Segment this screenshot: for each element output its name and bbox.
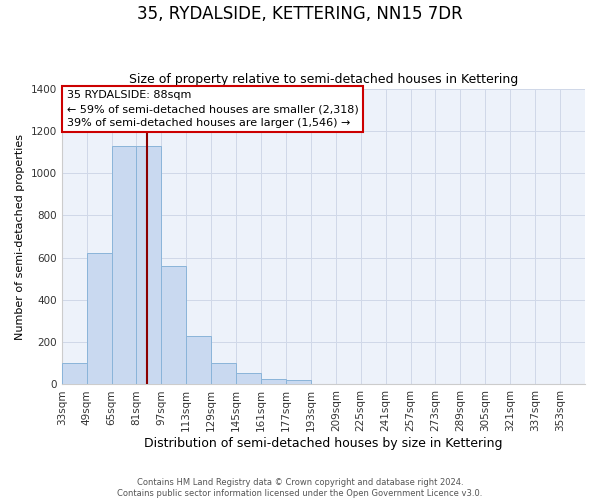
Title: Size of property relative to semi-detached houses in Kettering: Size of property relative to semi-detach… [129, 73, 518, 86]
Text: 35, RYDALSIDE, KETTERING, NN15 7DR: 35, RYDALSIDE, KETTERING, NN15 7DR [137, 5, 463, 23]
Y-axis label: Number of semi-detached properties: Number of semi-detached properties [15, 134, 25, 340]
Text: 35 RYDALSIDE: 88sqm
← 59% of semi-detached houses are smaller (2,318)
39% of sem: 35 RYDALSIDE: 88sqm ← 59% of semi-detach… [67, 90, 359, 128]
Bar [261, 379, 286, 384]
X-axis label: Distribution of semi-detached houses by size in Kettering: Distribution of semi-detached houses by … [144, 437, 503, 450]
Bar [112, 146, 136, 384]
Bar [86, 254, 112, 384]
Bar [211, 364, 236, 384]
Bar [186, 336, 211, 384]
Text: Contains HM Land Registry data © Crown copyright and database right 2024.
Contai: Contains HM Land Registry data © Crown c… [118, 478, 482, 498]
Bar [161, 266, 186, 384]
Bar [286, 380, 311, 384]
Bar [136, 146, 161, 384]
Bar [236, 373, 261, 384]
Bar [62, 364, 86, 384]
